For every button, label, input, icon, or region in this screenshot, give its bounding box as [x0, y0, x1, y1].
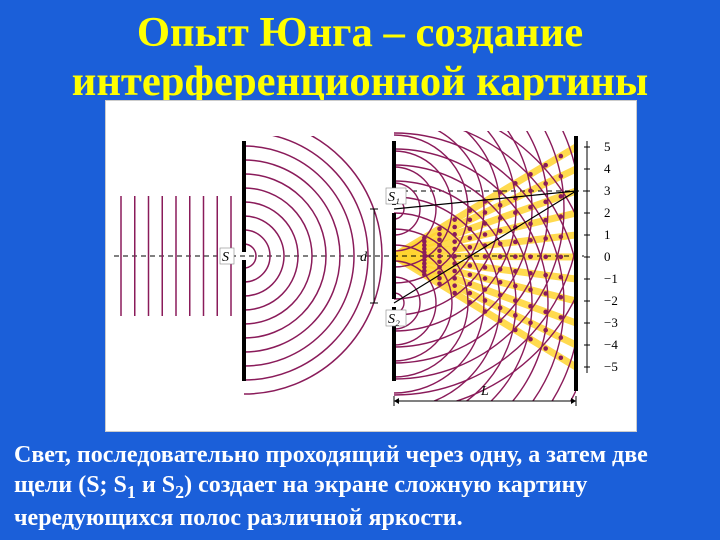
- svg-text:S₂: S₂: [388, 312, 400, 327]
- svg-text:L: L: [480, 384, 489, 399]
- svg-text:d: d: [360, 250, 368, 265]
- svg-text:0: 0: [604, 249, 611, 264]
- svg-text:1: 1: [604, 227, 611, 242]
- svg-text:S: S: [222, 250, 229, 265]
- svg-text:−4: −4: [604, 337, 618, 352]
- slide-title: Опыт Юнга – создание интерференционной к…: [0, 8, 720, 106]
- young-experiment-diagram: d L S S₁ S₂ 5 4 3 2 1 0 −1 −2 −3 −4 −5: [105, 100, 637, 432]
- svg-text:−5: −5: [604, 359, 618, 374]
- svg-text:−3: −3: [604, 315, 618, 330]
- svg-text:−2: −2: [604, 293, 618, 308]
- svg-text:3: 3: [604, 183, 611, 198]
- svg-text:S₁: S₁: [388, 190, 400, 205]
- svg-text:2: 2: [604, 205, 611, 220]
- slide-caption: Свет, последовательно проходящий через о…: [14, 440, 706, 533]
- svg-text:5: 5: [604, 139, 611, 154]
- svg-text:4: 4: [604, 161, 611, 176]
- svg-text:−1: −1: [604, 271, 618, 286]
